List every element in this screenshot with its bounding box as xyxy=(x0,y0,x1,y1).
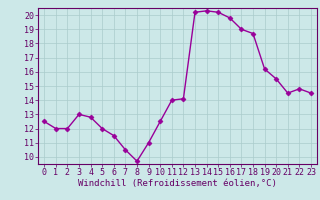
X-axis label: Windchill (Refroidissement éolien,°C): Windchill (Refroidissement éolien,°C) xyxy=(78,179,277,188)
